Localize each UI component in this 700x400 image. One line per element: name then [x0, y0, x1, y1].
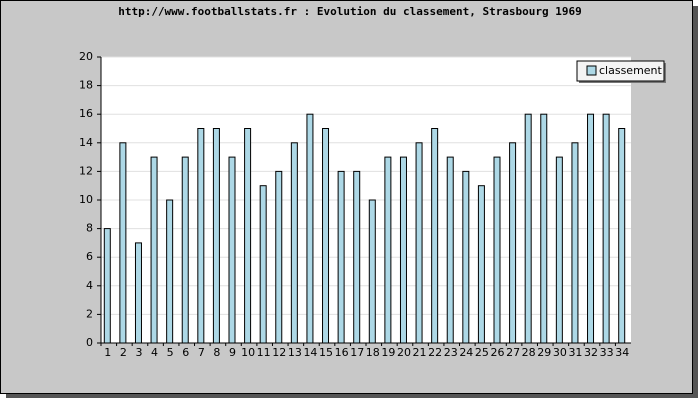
bar: [415, 142, 423, 344]
bar: [259, 185, 267, 344]
bar: [181, 156, 189, 344]
x-tick-label: 14: [303, 346, 317, 359]
y-tick-label: 8: [86, 222, 93, 235]
bar: [134, 242, 142, 344]
y-tick-label: 16: [79, 107, 93, 120]
bar: [212, 128, 220, 344]
bar: [306, 113, 314, 344]
x-tick-label: 22: [428, 346, 442, 359]
x-tick-label: 7: [198, 346, 205, 359]
x-tick-label: 27: [506, 346, 520, 359]
x-tick-label: 28: [522, 346, 536, 359]
bar: [524, 113, 532, 344]
bar: [384, 156, 392, 344]
x-tick-label: 10: [241, 346, 255, 359]
x-tick-label: 25: [475, 346, 489, 359]
bar: [399, 156, 407, 344]
bar: [540, 113, 548, 344]
bar: [477, 185, 485, 344]
x-tick-label: 32: [584, 346, 598, 359]
bar: [244, 128, 252, 344]
x-tick-label: 34: [615, 346, 629, 359]
bar: [103, 228, 111, 344]
bar: [431, 128, 439, 344]
x-tick-label: 33: [600, 346, 614, 359]
x-tick-label: 13: [288, 346, 302, 359]
x-tick-label: 8: [213, 346, 220, 359]
bar: [509, 142, 517, 344]
x-tick-label: 6: [182, 346, 189, 359]
x-tick-label: 21: [413, 346, 427, 359]
y-tick-label: 14: [79, 136, 93, 149]
y-tick-label: 12: [79, 164, 93, 177]
y-tick-label: 2: [86, 307, 93, 320]
x-tick-label: 26: [491, 346, 505, 359]
x-tick-label: 15: [319, 346, 333, 359]
x-tick-label: 4: [151, 346, 158, 359]
x-tick-label: 5: [167, 346, 174, 359]
bar: [493, 156, 501, 344]
bar: [322, 128, 330, 344]
bar: [290, 142, 298, 344]
bar: [119, 142, 127, 344]
x-tick-label: 12: [272, 346, 286, 359]
y-tick-label: 18: [79, 79, 93, 92]
bar: [587, 113, 595, 344]
bar: [602, 113, 610, 344]
x-tick-label: 1: [104, 346, 111, 359]
bar: [368, 199, 376, 344]
chart-title: http://www.footballstats.fr : Evolution …: [118, 5, 582, 18]
x-tick-label: 18: [366, 346, 380, 359]
bar: [462, 170, 470, 344]
x-tick-label: 9: [229, 346, 236, 359]
legend-swatch: [586, 65, 597, 76]
bar: [446, 156, 454, 344]
y-tick-label: 4: [86, 279, 93, 292]
y-tick-label: 0: [86, 336, 93, 349]
x-tick-label: 31: [568, 346, 582, 359]
y-tick-label: 6: [86, 250, 93, 263]
x-tick-label: 19: [381, 346, 395, 359]
bar: [555, 156, 563, 344]
x-tick-label: 3: [135, 346, 142, 359]
bar: [150, 156, 158, 344]
x-tick-label: 17: [350, 346, 364, 359]
legend-box: [576, 60, 665, 82]
bar: [197, 128, 205, 344]
bar: [571, 142, 579, 344]
x-tick-label: 29: [537, 346, 551, 359]
x-tick-label: 20: [397, 346, 411, 359]
x-tick-label: 11: [257, 346, 271, 359]
bar: [353, 170, 361, 344]
x-tick-label: 24: [459, 346, 473, 359]
x-tick-label: 16: [335, 346, 349, 359]
bar: [618, 128, 626, 344]
y-tick-label: 20: [79, 50, 93, 63]
legend-label: classement: [599, 64, 663, 77]
bar: [166, 199, 174, 344]
x-tick-label: 2: [120, 346, 127, 359]
bar: [228, 156, 236, 344]
y-tick-label: 10: [79, 193, 93, 206]
x-tick-label: 23: [444, 346, 458, 359]
bar: [337, 170, 345, 344]
x-tick-label: 30: [553, 346, 567, 359]
bar: [275, 170, 283, 344]
